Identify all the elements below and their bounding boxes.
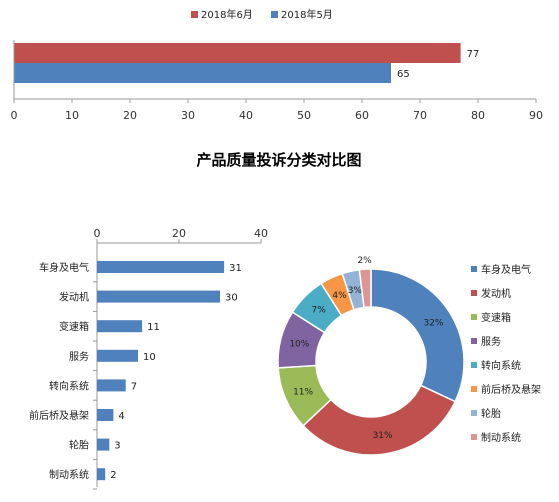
bar xyxy=(97,320,143,333)
tick-label: 40 xyxy=(239,109,253,122)
tick-label: 0 xyxy=(11,109,18,122)
donut-slice xyxy=(302,384,457,456)
tick-label: 40 xyxy=(254,227,268,240)
category-label: 轮胎 xyxy=(69,439,89,452)
data-label: 30 xyxy=(225,293,238,304)
category-label: 前后桥及悬架 xyxy=(29,409,89,422)
data-label: 2 xyxy=(110,470,116,481)
slice-label: 32% xyxy=(423,318,443,328)
legend-swatch xyxy=(471,434,477,440)
legend-entry: 前后桥及悬架 xyxy=(481,383,541,396)
legend-entry: 2018年6月 xyxy=(201,8,253,21)
bar xyxy=(97,468,106,481)
legend-swatch xyxy=(471,386,477,392)
slice-label: 4% xyxy=(332,291,347,301)
legend-entry: 发动机 xyxy=(481,287,511,300)
legend-swatch xyxy=(471,266,477,272)
category-label: 转向系统 xyxy=(49,379,89,392)
legend-swatch xyxy=(471,338,477,344)
data-label: 4 xyxy=(118,411,124,422)
bar xyxy=(97,409,114,421)
tick-label: 0 xyxy=(94,227,101,240)
legend-entry: 转向系统 xyxy=(481,359,521,372)
bar xyxy=(97,379,126,392)
legend-swatch xyxy=(271,11,278,18)
category-label: 车身及电气 xyxy=(39,261,89,274)
legend-swatch xyxy=(471,410,477,416)
tick-label: 20 xyxy=(123,109,137,122)
legend-entry: 车身及电气 xyxy=(481,263,531,276)
category-label: 服务 xyxy=(69,350,89,363)
bar xyxy=(97,261,225,273)
bar xyxy=(97,349,138,362)
legend-swatch xyxy=(471,314,477,320)
slice-label: 10% xyxy=(289,340,309,350)
slice-label: 11% xyxy=(293,387,313,397)
donut-chart: 32% 31% 11% 10% 7% 4%3% 2% 车身及电气发动机变速箱服务转向系统前后桥… xyxy=(277,256,541,456)
legend-entry: 服务 xyxy=(481,335,501,348)
donut-slice xyxy=(358,268,372,309)
slice-label: 7% xyxy=(312,306,327,316)
category-bar-chart: 0 20 40 车身及电气 31 发动机 30 变速箱 11 服务 10 转向系统 7 前后桥及悬架 4 轮胎… xyxy=(29,227,268,490)
data-label: 7 xyxy=(131,381,137,392)
category-label: 制动系统 xyxy=(49,468,89,481)
donut-slice xyxy=(370,268,465,403)
bar xyxy=(97,290,220,303)
legend-entry: 轮胎 xyxy=(481,407,501,420)
slice-label: 3% xyxy=(348,286,363,296)
legend-swatch xyxy=(471,290,477,296)
slice-label: 31% xyxy=(373,431,393,441)
data-label: 31 xyxy=(229,263,242,274)
tick-label: 30 xyxy=(181,109,195,122)
tick-label: 50 xyxy=(297,109,311,122)
bar xyxy=(14,43,461,63)
legend-entry: 制动系统 xyxy=(481,431,521,444)
data-label: 11 xyxy=(147,322,160,333)
slice-label: 2% xyxy=(357,256,372,266)
top-bar-chart: 2018年6月 2018年5月 77 65 0 10 20 30 40 50 60 70 80 90 xyxy=(11,8,544,122)
data-label: 10 xyxy=(143,352,156,363)
legend-swatch xyxy=(471,362,477,368)
category-label: 发动机 xyxy=(59,291,89,304)
tick-label: 20 xyxy=(172,227,186,240)
bar xyxy=(97,438,110,451)
legend-swatch xyxy=(191,11,198,18)
legend-entry: 2018年5月 xyxy=(281,8,333,21)
tick-label: 80 xyxy=(471,109,485,122)
category-label: 变速箱 xyxy=(59,320,89,333)
data-label: 3 xyxy=(114,441,120,452)
chart-title: 产品质量投诉分类对比图 xyxy=(196,151,361,169)
tick-label: 60 xyxy=(355,109,369,122)
data-label: 65 xyxy=(397,69,410,80)
bar xyxy=(14,63,391,83)
data-label: 77 xyxy=(467,49,480,60)
tick-label: 10 xyxy=(65,109,79,122)
tick-label: 90 xyxy=(529,109,543,122)
legend-entry: 变速箱 xyxy=(481,311,511,324)
tick-label: 70 xyxy=(413,109,427,122)
